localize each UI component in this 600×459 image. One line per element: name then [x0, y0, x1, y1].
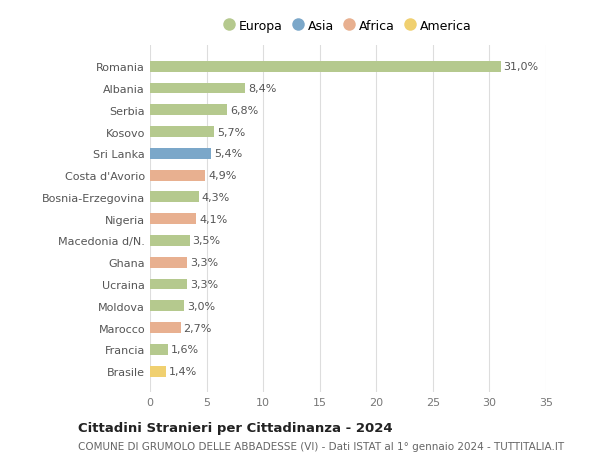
Text: 2,7%: 2,7%	[184, 323, 212, 333]
Bar	[150, 279, 187, 290]
Text: 3,5%: 3,5%	[193, 236, 221, 246]
Text: 3,0%: 3,0%	[187, 301, 215, 311]
Bar	[150, 322, 181, 333]
Bar	[150, 214, 196, 224]
Text: 4,1%: 4,1%	[199, 214, 227, 224]
Bar	[150, 84, 245, 94]
Text: 8,4%: 8,4%	[248, 84, 276, 94]
Text: 1,4%: 1,4%	[169, 366, 197, 376]
Bar	[150, 366, 166, 377]
Text: 4,3%: 4,3%	[202, 192, 230, 202]
Text: 1,6%: 1,6%	[171, 345, 199, 354]
Text: 3,3%: 3,3%	[190, 257, 218, 268]
Text: 5,7%: 5,7%	[217, 127, 245, 137]
Text: 31,0%: 31,0%	[503, 62, 539, 72]
Bar	[150, 62, 501, 73]
Bar	[150, 257, 187, 268]
Bar	[150, 344, 168, 355]
Bar	[150, 192, 199, 203]
Bar	[150, 127, 214, 138]
Text: Cittadini Stranieri per Cittadinanza - 2024: Cittadini Stranieri per Cittadinanza - 2…	[78, 421, 392, 434]
Bar	[150, 301, 184, 312]
Bar	[150, 105, 227, 116]
Legend: Europa, Asia, Africa, America: Europa, Asia, Africa, America	[221, 17, 475, 35]
Text: 6,8%: 6,8%	[230, 106, 258, 116]
Bar	[150, 170, 205, 181]
Text: 4,9%: 4,9%	[208, 171, 236, 181]
Bar	[150, 235, 190, 246]
Text: COMUNE DI GRUMOLO DELLE ABBADESSE (VI) - Dati ISTAT al 1° gennaio 2024 - TUTTITA: COMUNE DI GRUMOLO DELLE ABBADESSE (VI) -…	[78, 441, 564, 451]
Bar	[150, 149, 211, 159]
Text: 3,3%: 3,3%	[190, 280, 218, 289]
Text: 5,4%: 5,4%	[214, 149, 242, 159]
